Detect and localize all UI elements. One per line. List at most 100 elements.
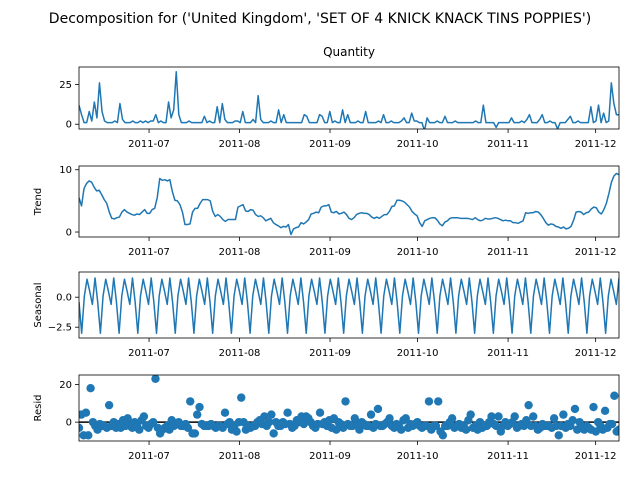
y-tick-label: 0: [66, 418, 72, 429]
x-tick-label: 2011-12: [575, 139, 617, 150]
resid-point: [554, 431, 563, 440]
resid-point: [366, 410, 376, 419]
resid-point: [438, 431, 448, 440]
resid-point: [139, 412, 149, 421]
x-tick-label: 2011-11: [487, 247, 529, 258]
resid-point: [570, 404, 580, 414]
x-tick-label: 2011-09: [309, 139, 351, 150]
axes-frame: [78, 165, 620, 238]
x-tick-label: 2011-09: [309, 451, 351, 462]
resid-point: [589, 402, 598, 412]
resid-point: [591, 427, 601, 436]
resid-point: [190, 429, 200, 438]
resid-point: [522, 416, 531, 425]
figure-suptitle: Decomposition for ('United Kingdom', 'SE…: [49, 11, 591, 27]
plot-area: [79, 375, 619, 440]
x-tick-label: 2011-10: [397, 348, 439, 359]
resid-point: [283, 408, 292, 417]
x-tick-label: 2011-09: [309, 247, 351, 258]
resid-point: [79, 423, 84, 432]
resid-point: [195, 402, 204, 412]
panel-title: Quantity: [323, 45, 375, 59]
plot-area: [79, 172, 619, 236]
y-axis-label: Seasonal: [33, 282, 44, 327]
resid-point: [220, 408, 230, 417]
y-tick-label: 0.0: [56, 293, 72, 304]
x-tick-label: 2011-08: [219, 348, 261, 359]
x-tick-label: 2011-07: [128, 348, 170, 359]
axes-frame: [78, 271, 620, 339]
resid-point: [491, 421, 501, 431]
resid-point: [267, 410, 276, 419]
y-tick-label: 25: [59, 80, 72, 91]
resid-point: [299, 419, 309, 429]
y-tick-label: 10: [59, 165, 72, 176]
resid-point: [607, 419, 617, 429]
resid-point: [494, 412, 503, 421]
x-tick-label: 2011-11: [487, 348, 529, 359]
resid-point: [135, 425, 144, 434]
x-tick-label: 2011-11: [487, 139, 529, 150]
panel-seasonal: 2011-07 2011-08 2011-09 2011-10 2011-11 2011-…: [33, 271, 620, 359]
x-tick-label: 2011-12: [575, 451, 617, 462]
y-axis-label: Trend: [33, 188, 44, 216]
panel-trend: 2011-07 2011-08 2011-09 2011-10 2011-11 2011-…: [33, 165, 620, 258]
panels-group: 2011-07 2011-08 2011-09 2011-10 2011-11 2011-…: [33, 45, 620, 462]
x-tick-label: 2011-08: [219, 247, 261, 258]
y-tick-label: 20: [59, 380, 72, 391]
axes-frame: [78, 374, 620, 442]
resid-point: [434, 397, 443, 406]
resid-point: [84, 431, 93, 440]
resid-point: [183, 423, 193, 432]
resid-point: [466, 410, 475, 419]
resid-point: [264, 417, 274, 427]
resid-point: [104, 400, 114, 410]
resid-point: [148, 417, 158, 427]
resid-point: [260, 412, 269, 421]
panel-observed: 2011-07 2011-08 2011-09 2011-10 2011-11 2011-…: [59, 45, 620, 150]
resid-point: [269, 429, 278, 438]
resid-point: [487, 412, 496, 421]
x-tick-label: 2011-07: [128, 451, 170, 462]
y-tick-label: −2.5: [48, 323, 72, 334]
trend-series-line: [79, 172, 619, 236]
resid-point: [332, 425, 341, 434]
resid-point: [431, 421, 441, 431]
x-tick-label: 2011-08: [219, 139, 261, 150]
x-tick-label: 2011-10: [397, 139, 439, 150]
resid-point: [447, 414, 457, 423]
resid-point: [237, 393, 246, 402]
resid-point: [86, 384, 95, 393]
resid-point: [510, 412, 519, 421]
x-tick-label: 2011-09: [309, 348, 351, 359]
x-tick-label: 2011-08: [219, 451, 261, 462]
axes-frame: [78, 66, 620, 130]
x-tick-label: 2011-12: [575, 247, 617, 258]
resid-point: [350, 414, 359, 423]
resid-point: [193, 410, 202, 419]
plot-area: [79, 71, 619, 129]
resid-point: [529, 412, 538, 421]
x-tick-label: 2011-07: [128, 139, 170, 150]
resid-point: [524, 400, 533, 410]
resid-point: [568, 416, 577, 425]
resid-point: [461, 425, 471, 434]
resid-point: [559, 410, 568, 419]
resid-point: [396, 425, 406, 434]
resid-point: [81, 408, 91, 417]
resid-point: [385, 414, 394, 423]
resid-point: [549, 414, 559, 423]
x-tick-label: 2011-07: [128, 247, 170, 258]
seasonal-series-line: [79, 277, 619, 334]
resid-point: [373, 404, 383, 414]
x-tick-label: 2011-12: [575, 348, 617, 359]
resid-point: [614, 425, 619, 434]
x-tick-label: 2011-11: [487, 451, 529, 462]
resid-point: [151, 375, 160, 383]
resid-point: [186, 397, 195, 406]
y-tick-label: 0: [66, 120, 72, 131]
panel-resid: 2011-07 2011-08 2011-09 2011-10 2011-11 2011-…: [33, 374, 620, 462]
resid-point: [600, 406, 610, 416]
x-tick-label: 2011-10: [397, 451, 439, 462]
